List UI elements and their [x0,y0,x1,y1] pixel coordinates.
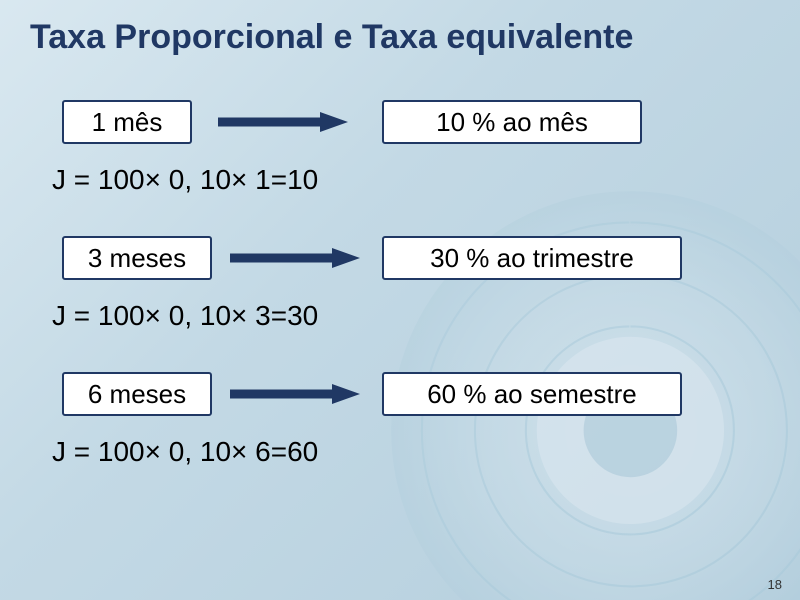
slide: Taxa Proporcional e Taxa equivalente 1 m… [0,0,800,600]
arrow-icon [230,384,360,404]
rate-box: 30 % ao trimestre [382,236,682,280]
formula-text: J = 100× 0, 10× 3=30 [52,300,318,332]
rate-box: 60 % ao semestre [382,372,682,416]
page-number: 18 [768,577,782,592]
period-box: 6 meses [62,372,212,416]
slide-title: Taxa Proporcional e Taxa equivalente [30,18,633,57]
period-box: 3 meses [62,236,212,280]
formula-text: J = 100× 0, 10× 6=60 [52,436,318,468]
period-box: 1 mês [62,100,192,144]
arrow-icon [218,112,348,132]
formula-text: J = 100× 0, 10× 1=10 [52,164,318,196]
arrow-icon [230,248,360,268]
rate-box: 10 % ao mês [382,100,642,144]
